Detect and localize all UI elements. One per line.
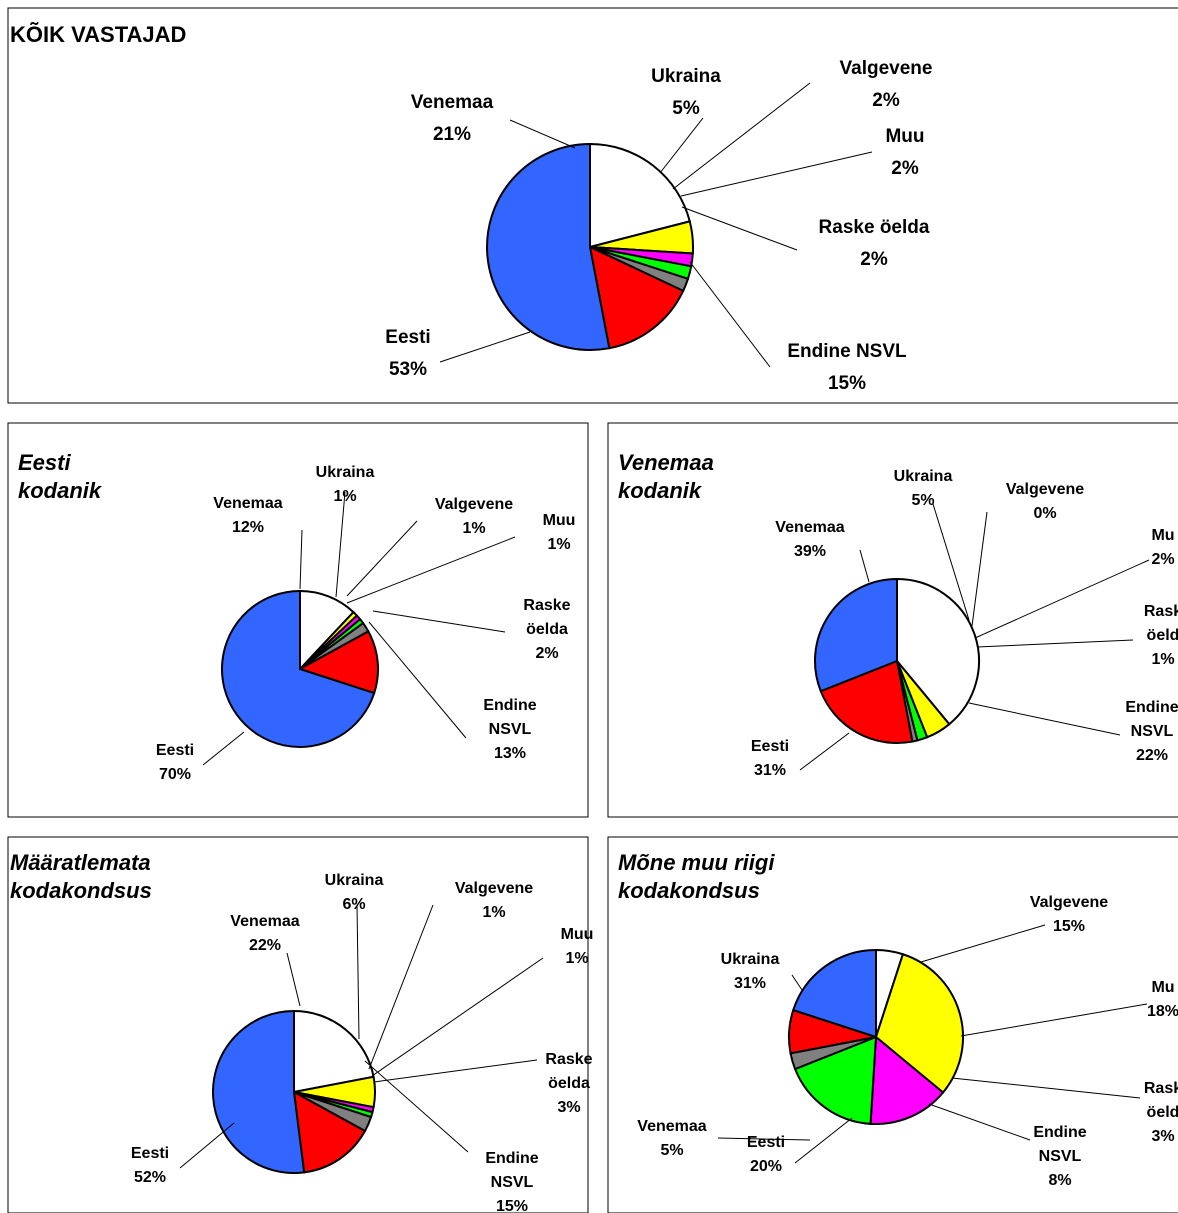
slice-endine-nsvl [292, 1090, 367, 1174]
leader-line-muu [680, 151, 873, 197]
slice-endine-nsvl [819, 659, 914, 744]
data-label-muu: Muu 2% [885, 126, 924, 179]
slice-eesti [814, 577, 898, 693]
data-label-venemaa: Venemaa 21% [411, 92, 494, 145]
data-label-ukraina: Ukraina 31% [721, 951, 780, 992]
data-label-venemaa: Venemaa 5% [637, 1118, 706, 1159]
data-label-venemaa: Venemaa 39% [775, 519, 844, 560]
leader-line-eesti [179, 1122, 235, 1169]
leader-line-venemaa [509, 119, 576, 149]
leader-line-valgevene [346, 520, 418, 597]
slice-muu [793, 1035, 878, 1125]
leader-line-endine-nsvl [928, 1103, 1031, 1141]
data-label-valgevene: Valgevene 2% [840, 58, 933, 111]
leader-line-ukraina [356, 904, 360, 1040]
leader-line-muu [371, 957, 544, 1077]
leader-line-endine-nsvl [968, 702, 1121, 736]
chart-title: KÕIK VASTAJAD [10, 22, 186, 47]
leader-line-venemaa [299, 529, 303, 590]
data-label-raske-oelda: Rask öeld 3% [1144, 1080, 1178, 1145]
slice-eesti [486, 142, 611, 351]
chart-panel-2: Eesti kodanik Eesti 70% Endine NSVL 13% Raske öe… [7, 422, 589, 818]
leader-line-venemaa [286, 952, 301, 1007]
leader-line-endine-nsvl [364, 1060, 469, 1153]
data-label-endine-nsvl: Endine NSVL 15% [787, 341, 907, 394]
data-label-venemaa: Venemaa 12% [213, 495, 282, 536]
data-label-ukraina: Ukraina 5% [651, 66, 721, 119]
slice-endine-nsvl [588, 245, 685, 350]
slice-ukraina [874, 952, 964, 1094]
data-label-valgevene: Valgevene 15% [1030, 894, 1108, 935]
chart-panel-4: Määratlemata kodakondsus Eesti 52% Endine NSV… [7, 836, 594, 1213]
leader-line-raske-oelda [681, 206, 798, 251]
leader-line-raske-oelda [951, 1077, 1141, 1099]
data-label-raske-oelda: Raske öelda 2% [819, 217, 930, 270]
leader-line-eesti [794, 1117, 853, 1164]
chart-panel-1: KÕIK VASTAJAD Eesti 53% Endine NSVL 15% Raske… [7, 7, 1178, 404]
leader-line-eesti [202, 731, 245, 766]
data-label-endine-nsvl: Endine NSVL 8% [1033, 1124, 1086, 1189]
leader-line-valgevene [368, 904, 434, 1070]
slice-eesti [212, 1009, 306, 1174]
leader-line-endine-nsvl [368, 621, 467, 739]
data-label-endine-nsvl: Endine NSVL 13% [483, 697, 536, 762]
data-label-venemaa: Venemaa 22% [230, 913, 299, 954]
data-label-raske-oelda: Raske öelda 3% [545, 1051, 592, 1116]
slice-valgevene [869, 1034, 945, 1125]
data-label-eesti: Eesti 31% [751, 738, 789, 779]
leader-line-eesti [799, 732, 850, 771]
data-label-ukraina: Ukraina 5% [894, 468, 953, 509]
data-label-muu: Muu 1% [543, 512, 576, 553]
leader-line-eesti [439, 331, 531, 363]
leader-line-ukraina [659, 117, 704, 174]
slice-venemaa [589, 142, 691, 249]
leader-line-muu [346, 536, 516, 604]
data-label-ukraina: Ukraina 1% [316, 464, 375, 505]
leader-line-endine-nsvl [689, 261, 771, 368]
data-label-raske-oelda: Raske öelda 2% [523, 597, 570, 662]
data-label-eesti: Eesti 20% [747, 1134, 785, 1175]
leader-line-raske-oelda [976, 639, 1134, 648]
leader-line-ukraina [932, 503, 970, 621]
data-label-endine-nsvl: Endine NSVL 15% [485, 1150, 538, 1213]
data-label-eesti: Eesti 70% [156, 742, 194, 783]
leader-line-venemaa [859, 549, 870, 583]
chart-title: Määratlemata kodakondsus [10, 850, 152, 903]
slice-endine-nsvl [297, 630, 379, 695]
leader-line-valgevene [971, 511, 988, 627]
data-label-muu: Muu 1% [561, 926, 594, 967]
data-label-valgevene: Valgevene 1% [435, 496, 513, 537]
data-label-eesti: Eesti 52% [131, 1145, 169, 1186]
chart-title: Eesti kodanik [18, 450, 103, 503]
leader-line-muu [974, 559, 1150, 639]
data-label-endine-nsvl: Endine NSVL 22% [1125, 699, 1178, 764]
chart-title: Mõne muu riigi kodakondsus [618, 850, 775, 903]
leader-line-muu [960, 1003, 1148, 1037]
leader-line-raske-oelda [373, 1059, 538, 1083]
data-label-eesti: Eesti 53% [385, 327, 430, 380]
slice-venemaa [293, 1009, 375, 1094]
leader-line-venemaa [717, 1137, 811, 1141]
leader-line-ukraina [335, 491, 346, 598]
data-label-ukraina: Ukraina 6% [325, 872, 384, 913]
data-label-muu: Mu 18% [1147, 979, 1178, 1020]
data-label-valgevene: Valgevene 1% [455, 880, 533, 921]
leader-line-raske-oelda [372, 610, 506, 633]
leader-line-ukraina [791, 974, 803, 991]
leader-line-valgevene [672, 82, 811, 190]
slice-venemaa [896, 577, 980, 726]
chart-panel-5: Mõne muu riigi kodakondsus Eesti 20% Endine N… [607, 836, 1178, 1213]
data-label-valgevene: Valgevene 0% [1006, 481, 1084, 522]
data-label-raske-oelda: Rask öeld 1% [1144, 603, 1178, 668]
chart-panel-3: Venemaa kodanik Eesti 31% Endine NSVL 22% Rask ö… [607, 422, 1178, 818]
slice-eesti [791, 948, 877, 1039]
slice-eesti [221, 589, 376, 748]
chart-title: Venemaa kodanik [618, 450, 714, 503]
data-label-muu: Mu 2% [1151, 527, 1174, 568]
leader-line-valgevene [920, 924, 1046, 963]
